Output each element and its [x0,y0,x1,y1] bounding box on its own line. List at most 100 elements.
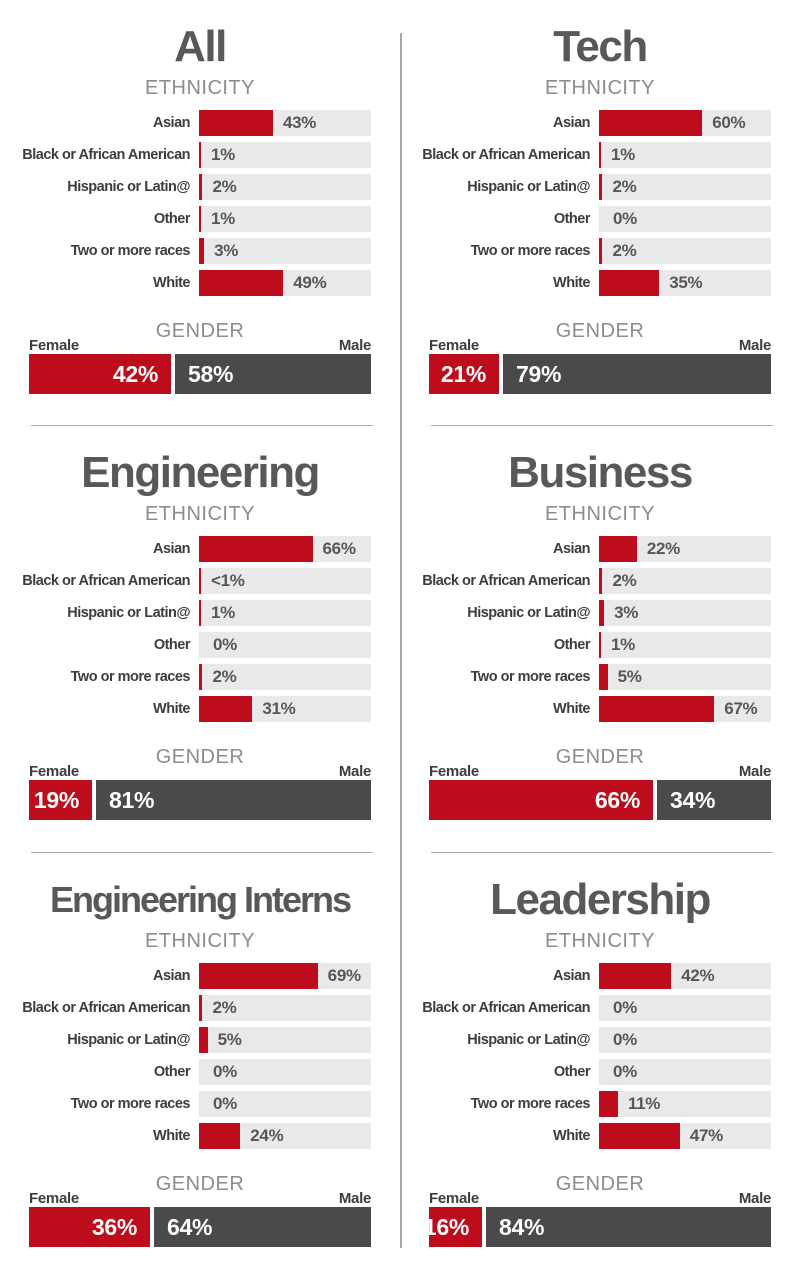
ethnicity-row-label: Two or more races [70,243,191,259]
department-panel: Leadership ETHNICITY Asian 42% Black or … [400,853,800,1280]
ethnicity-row-label: Black or African American [22,573,190,589]
panel-title: Tech [553,22,648,71]
ethnicity-row: Hispanic or Latin@ 5% [29,1027,371,1053]
ethnicity-row: Black or African American 0% [422,995,771,1021]
bar-track: 42% [599,963,771,989]
panel-title: All [174,22,227,71]
bar-fill [199,206,201,232]
ethnicity-row: Two or more races 0% [29,1091,371,1117]
female-label: Female [429,763,479,780]
bar-value: 35% [669,273,703,292]
bar-track: 2% [199,174,371,200]
bar-track: 47% [599,1123,771,1149]
ethnicity-row: Black or African American 2% [22,995,371,1021]
bar-value: 2% [612,177,637,196]
bar-value: 11% [627,1094,661,1113]
ethnicity-row-label: Hispanic or Latin@ [467,179,590,195]
male-percent: 58% [188,360,234,387]
female-percent: 21% [440,360,486,387]
gender-bar: 42% 58% [29,354,371,394]
gender-heading: GENDER [155,746,245,768]
bar-track: 3% [599,600,771,626]
male-bar: 34% [657,780,771,820]
horizontal-divider [431,852,773,853]
ethnicity-row-label: White [553,275,590,291]
bar-fill [599,1123,680,1149]
ethnicity-row-label: Two or more races [470,1096,591,1112]
bar-value: 2% [212,998,237,1017]
bar-track: 0% [599,206,771,232]
bar-value: 42% [681,966,715,985]
ethnicity-row: Two or more races 11% [429,1091,771,1117]
bar-track: 49% [199,270,371,296]
bar-value: 31% [262,699,296,718]
bar-fill [199,995,203,1021]
ethnicity-row: Black or African American <1% [22,568,371,594]
ethnicity-heading: ETHNICITY [144,77,256,99]
ethnicity-row-label: Two or more races [470,669,591,685]
bar-value: 0% [213,1094,237,1113]
ethnicity-row: Asian 42% [429,963,771,989]
gender-bar: 21% 79% [429,354,771,394]
ethnicity-row: Hispanic or Latin@ 2% [429,174,771,200]
ethnicity-row-label: Other [553,637,591,653]
male-label: Male [738,763,771,780]
panel-content: Business ETHNICITY Asian 22% Black or Af… [422,448,771,820]
bar-fill [599,110,703,136]
ethnicity-row: Hispanic or Latin@ 3% [429,600,771,626]
gender-header: GENDER Female Male [429,746,771,780]
bar-track: 1% [199,142,371,168]
bar-fill [199,270,284,296]
gender-heading: GENDER [155,320,245,342]
bar-fill [199,238,205,264]
ethnicity-row-label: Other [153,1064,191,1080]
ethnicity-row-label: Asian [553,968,591,984]
bar-fill [599,174,603,200]
bar-fill [599,600,605,626]
ethnicity-row-label: Asian [153,115,191,131]
ethnicity-heading: ETHNICITY [144,503,256,525]
gender-header: GENDER Female Male [29,1173,371,1207]
female-bar: 66% [429,780,653,820]
bar-track: 2% [599,174,771,200]
gender-heading: GENDER [555,320,645,342]
bar-value: 0% [613,1030,637,1049]
panel-title: Leadership [490,875,711,924]
bar-value: <1% [211,571,245,590]
male-bar: 79% [503,354,771,394]
ethnicity-heading: ETHNICITY [544,930,656,952]
ethnicity-row-label: White [553,1128,590,1144]
bar-fill [199,1027,208,1053]
ethnicity-row: Two or more races 3% [29,238,371,264]
bar-track: 1% [599,632,771,658]
ethnicity-row: Other 1% [29,206,371,232]
bar-track: 5% [599,664,771,690]
panel-title: Engineering Interns [49,879,352,920]
female-label: Female [29,1190,79,1207]
male-label: Male [338,763,371,780]
gender-header: GENDER Female Male [29,320,371,354]
gender-bar: 36% 64% [29,1207,371,1247]
gender-header: GENDER Female Male [429,1173,771,1207]
female-bar: 21% [429,354,499,394]
ethnicity-row-label: Asian [153,968,191,984]
gender-heading: GENDER [555,746,645,768]
bar-track: 2% [599,568,771,594]
bar-value: 1% [211,603,235,622]
bar-track: 69% [199,963,371,989]
bar-fill [199,664,203,690]
ethnicity-row: Other 0% [29,632,371,658]
gender-bar: 16% 84% [424,1207,771,1247]
bar-value: 0% [613,209,637,228]
ethnicity-row-label: Hispanic or Latin@ [67,1032,190,1048]
ethnicity-row-label: Hispanic or Latin@ [467,1032,590,1048]
bar-value: 3% [214,241,239,260]
female-percent: 36% [91,1213,137,1240]
ethnicity-row-label: Other [553,211,591,227]
bar-track: 0% [599,1059,771,1085]
bar-track: 60% [599,110,771,136]
department-panel: All ETHNICITY Asian 43% Black or African… [0,0,400,426]
bar-value: 1% [611,635,635,654]
gender-header: GENDER Female Male [29,746,371,780]
bar-value: 49% [293,273,327,292]
